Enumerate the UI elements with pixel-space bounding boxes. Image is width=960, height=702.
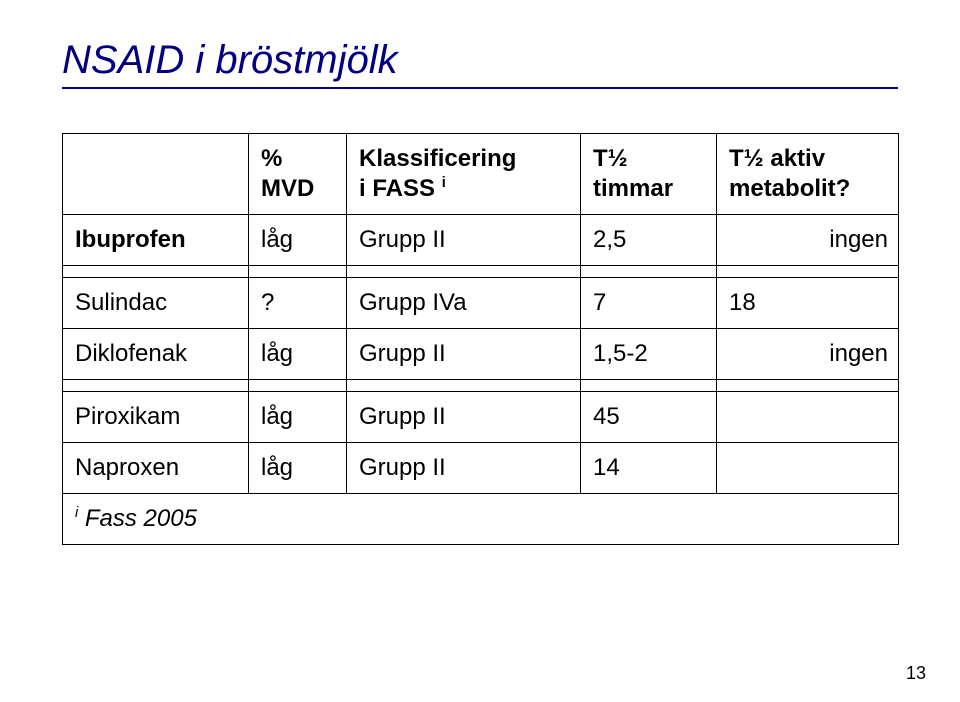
slide: NSAID i bröstmjölk % MVD Klassificering …: [0, 0, 960, 702]
col-klass-header-sup: i: [442, 175, 446, 191]
col-mvd-header-l2: MVD: [261, 175, 314, 202]
cell-drug: Piroxikam: [63, 392, 249, 443]
nsaid-table: % MVD Klassificering i FASS i T½ timmar …: [62, 133, 899, 545]
cell-mvd: låg: [249, 329, 347, 380]
col-thalf-header-l1: T½: [593, 145, 628, 172]
table-row: Ibuprofen låg Grupp II 2,5 ingen: [63, 215, 899, 266]
page-title: NSAID i bröstmjölk: [62, 38, 898, 83]
table-container: % MVD Klassificering i FASS i T½ timmar …: [62, 133, 898, 545]
cell-mvd: låg: [249, 392, 347, 443]
col-klass-header: Klassificering i FASS i: [347, 134, 581, 215]
cell-drug: Sulindac: [63, 278, 249, 329]
col-metab-header-l2: metabolit?: [729, 175, 850, 202]
table-row: Piroxikam låg Grupp II 45: [63, 392, 899, 443]
col-klass-header-l1: Klassificering: [359, 145, 516, 172]
table-spacer: [63, 266, 899, 278]
table-body: Ibuprofen låg Grupp II 2,5 ingen Sulinda…: [63, 215, 899, 545]
cell-thalf: 1,5-2: [581, 329, 717, 380]
cell-drug: Ibuprofen: [63, 215, 249, 266]
cell-klass: Grupp IVa: [347, 278, 581, 329]
table-row: Naproxen låg Grupp II 14: [63, 443, 899, 494]
col-metab-header: T½ aktiv metabolit?: [717, 134, 899, 215]
cell-metab: [717, 392, 899, 443]
col-klass-header-l2a: i FASS: [359, 175, 442, 202]
cell-drug: Diklofenak: [63, 329, 249, 380]
col-metab-header-l1: T½ aktiv: [729, 145, 825, 172]
col-mvd-header-l1: %: [261, 145, 282, 172]
cell-thalf: 2,5: [581, 215, 717, 266]
cell-mvd: låg: [249, 443, 347, 494]
title-block: NSAID i bröstmjölk: [62, 38, 898, 89]
cell-klass: Grupp II: [347, 443, 581, 494]
cell-klass: Grupp II: [347, 329, 581, 380]
cell-metab: ingen: [717, 329, 899, 380]
cell-klass: Grupp II: [347, 215, 581, 266]
cell-metab: [717, 443, 899, 494]
footnote-text: Fass 2005: [78, 505, 197, 532]
col-thalf-header-l2: timmar: [593, 175, 673, 202]
col-mvd-header: % MVD: [249, 134, 347, 215]
cell-thalf: 45: [581, 392, 717, 443]
cell-klass: Grupp II: [347, 392, 581, 443]
cell-metab: 18: [717, 278, 899, 329]
table-spacer: [63, 380, 899, 392]
title-rule: [62, 87, 898, 89]
table-footnote-row: i Fass 2005: [63, 494, 899, 545]
cell-thalf: 7: [581, 278, 717, 329]
col-drug-header: [63, 134, 249, 215]
table-row: Sulindac ? Grupp IVa 7 18: [63, 278, 899, 329]
table-row: Diklofenak låg Grupp II 1,5-2 ingen: [63, 329, 899, 380]
cell-mvd: låg: [249, 215, 347, 266]
cell-mvd: ?: [249, 278, 347, 329]
cell-metab: ingen: [717, 215, 899, 266]
cell-drug: Naproxen: [63, 443, 249, 494]
col-thalf-header: T½ timmar: [581, 134, 717, 215]
cell-thalf: 14: [581, 443, 717, 494]
page-number: 13: [906, 663, 926, 684]
table-header-row: % MVD Klassificering i FASS i T½ timmar …: [63, 134, 899, 215]
